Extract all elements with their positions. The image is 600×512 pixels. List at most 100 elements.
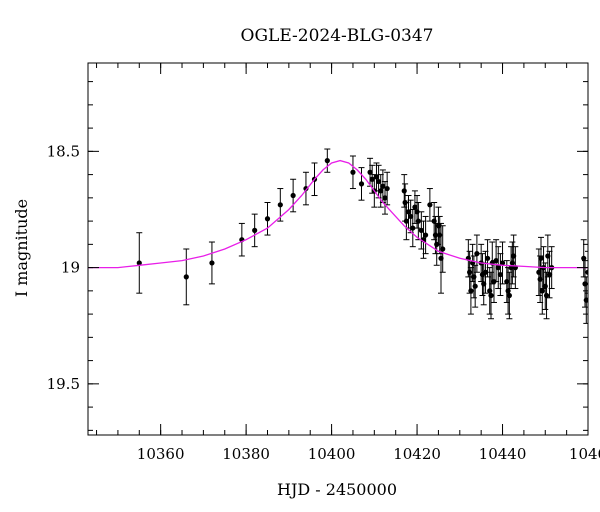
x-tick-label: 1046 — [569, 445, 600, 463]
data-marker — [378, 188, 384, 194]
data-marker — [405, 209, 412, 215]
data-marker — [487, 288, 493, 294]
data-marker — [543, 292, 550, 299]
data-point — [373, 162, 380, 192]
data-point — [264, 202, 271, 236]
data-marker — [369, 176, 375, 182]
data-point — [509, 241, 516, 285]
plot-area — [87, 62, 589, 436]
data-marker — [505, 288, 511, 294]
data-marker — [384, 185, 390, 192]
data-marker — [585, 269, 588, 275]
plot-frame — [87, 62, 589, 436]
data-marker — [581, 255, 587, 261]
data-point — [358, 167, 365, 201]
data-marker — [499, 260, 506, 266]
data-marker — [493, 258, 499, 264]
data-marker — [403, 218, 409, 224]
data-point — [583, 276, 588, 324]
data-marker — [495, 265, 501, 271]
data-marker — [484, 255, 491, 261]
data-points — [136, 148, 588, 324]
data-marker — [380, 183, 386, 189]
data-marker — [423, 232, 429, 238]
data-marker — [482, 269, 489, 275]
data-marker — [412, 204, 418, 210]
y-axis-label: I magnitude — [12, 199, 31, 297]
data-marker — [418, 227, 424, 233]
data-marker — [506, 292, 512, 299]
data-point — [418, 211, 425, 250]
data-point — [349, 155, 356, 190]
data-point — [277, 188, 284, 222]
x-tick-label: 10440 — [479, 445, 527, 463]
data-point — [367, 157, 374, 187]
data-point — [506, 271, 513, 320]
data-marker — [350, 169, 356, 175]
x-axis-label: HJD - 2450000 — [277, 480, 397, 499]
data-marker — [440, 246, 446, 252]
y-tick-label: 19 — [61, 259, 80, 277]
data-marker — [488, 292, 494, 299]
data-marker — [136, 260, 142, 266]
axis-ticks: 10360 10380 10400 10420 10440 1046 18.5 19 19.5 — [47, 63, 600, 463]
data-point — [302, 171, 309, 206]
data-marker — [582, 281, 588, 287]
data-marker — [367, 169, 373, 175]
data-marker — [209, 260, 215, 266]
data-marker — [324, 158, 330, 164]
data-marker — [252, 227, 258, 233]
data-point — [546, 250, 553, 299]
data-marker — [497, 271, 503, 278]
data-point — [136, 232, 143, 294]
data-marker — [468, 288, 474, 294]
data-point — [585, 250, 588, 294]
data-marker — [303, 185, 309, 192]
x-tick-label: 10400 — [308, 445, 356, 463]
data-marker — [183, 274, 189, 280]
model-curve-group — [88, 159, 588, 269]
data-marker — [467, 269, 473, 275]
x-tick-label: 10380 — [222, 445, 270, 463]
data-marker — [358, 181, 365, 187]
x-tick-label: 10360 — [137, 445, 185, 463]
data-point — [422, 215, 429, 255]
data-marker — [373, 174, 380, 180]
data-marker — [382, 195, 388, 201]
data-marker — [427, 202, 433, 208]
data-marker — [290, 192, 296, 199]
data-marker — [472, 283, 478, 289]
data-marker — [415, 218, 421, 224]
data-marker — [504, 278, 510, 285]
data-point — [183, 248, 190, 306]
data-point — [324, 148, 331, 173]
data-marker — [408, 213, 414, 220]
data-point — [499, 241, 506, 285]
data-point — [405, 195, 412, 229]
data-marker — [410, 225, 416, 231]
data-marker — [471, 274, 477, 280]
data-point — [439, 225, 446, 273]
data-marker — [546, 271, 553, 278]
x-tick-label: 10420 — [393, 445, 441, 463]
data-point — [411, 190, 418, 224]
data-marker — [509, 260, 515, 266]
data-point — [543, 271, 550, 320]
y-tick-label: 18.5 — [47, 142, 80, 160]
data-point — [505, 267, 512, 315]
chart-title: OGLE-2024-BLG-0347 — [241, 26, 434, 46]
data-point — [580, 239, 587, 278]
data-point — [484, 239, 491, 278]
data-marker — [437, 232, 443, 238]
data-marker — [431, 218, 437, 224]
data-marker — [401, 188, 407, 194]
data-marker — [539, 288, 545, 294]
data-point — [377, 174, 384, 208]
data-point — [473, 234, 480, 273]
data-point — [290, 178, 297, 213]
data-point — [238, 222, 245, 257]
data-point — [208, 241, 215, 285]
data-marker — [583, 297, 588, 303]
data-point — [537, 236, 544, 280]
